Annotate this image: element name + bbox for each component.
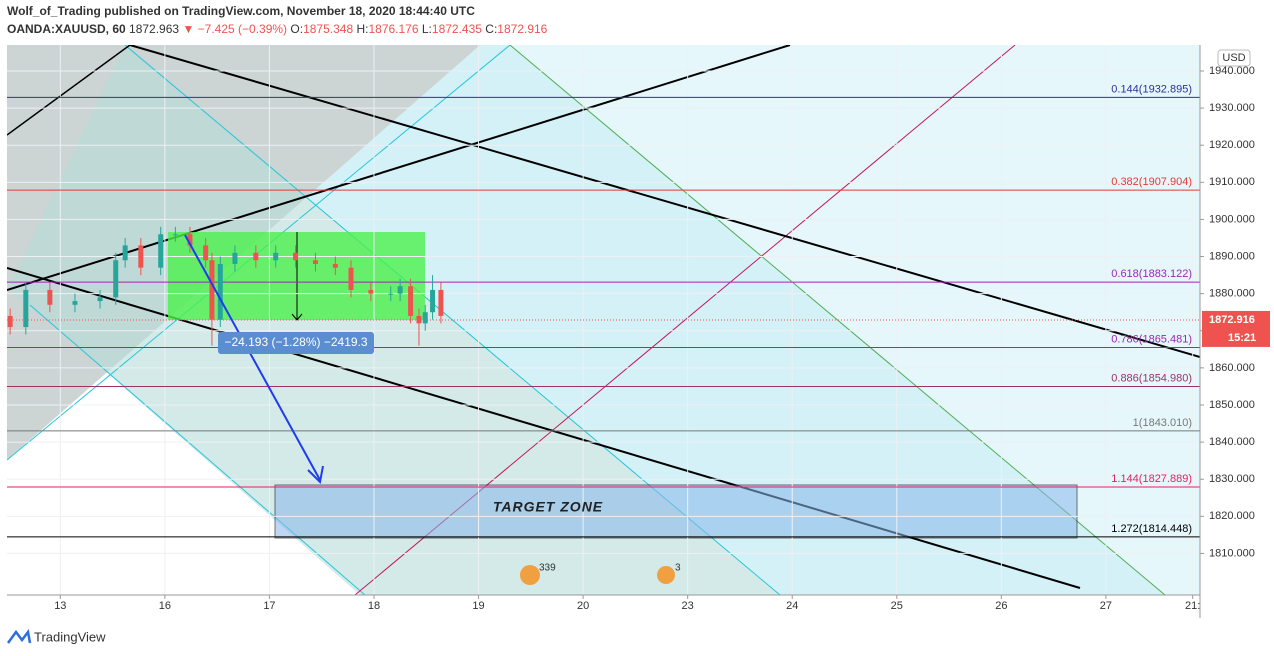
logo bbox=[6, 628, 32, 644]
measure-label: −24.193 (−1.28%) −2419.3 bbox=[224, 335, 367, 349]
fib-label: 0.144(1932.895) bbox=[1111, 83, 1192, 95]
y-tick-label: 1920.000 bbox=[1209, 139, 1255, 151]
trend-line bbox=[7, 45, 131, 136]
trend-line bbox=[29, 304, 366, 595]
countdown: 15:21 bbox=[1228, 332, 1256, 344]
candle-body bbox=[416, 315, 422, 324]
x-tick-label: 16 bbox=[159, 600, 171, 612]
event-count: 3 bbox=[675, 563, 681, 574]
x-tick-label: 17 bbox=[263, 600, 275, 612]
y-tick-label: 1830.000 bbox=[1209, 473, 1255, 485]
candle-body bbox=[217, 263, 223, 320]
y-tick-label: 1810.000 bbox=[1209, 547, 1255, 559]
measure-label-bg bbox=[218, 332, 374, 354]
currency-box bbox=[1217, 49, 1251, 67]
candle-body bbox=[209, 260, 215, 320]
candle-body bbox=[47, 289, 53, 305]
candle-body bbox=[388, 293, 394, 295]
candle-body bbox=[293, 252, 299, 261]
candle-body bbox=[312, 260, 318, 264]
candle-body bbox=[158, 234, 164, 268]
fib-label: 0.618(1883.122) bbox=[1111, 268, 1192, 280]
y-tick-label: 1880.000 bbox=[1209, 288, 1255, 300]
x-tick-label: 18 bbox=[368, 600, 380, 612]
fib-label: 0.886(1854.980) bbox=[1111, 372, 1192, 384]
arrow-head bbox=[307, 465, 324, 485]
fib-label: 0.786(1865.481) bbox=[1111, 333, 1192, 345]
candle-body bbox=[122, 245, 128, 261]
candle-body bbox=[253, 252, 259, 261]
candle-body bbox=[332, 263, 338, 268]
symbol-line: OANDA:XAUUSD, 60 1872.963 ▼ −7.425 (−0.3… bbox=[7, 22, 548, 36]
x-tick-label: 23 bbox=[682, 600, 694, 612]
y-tick-label: 1850.000 bbox=[1209, 399, 1255, 411]
fib-label: 1.144(1827.889) bbox=[1111, 473, 1192, 485]
candle-body bbox=[7, 315, 13, 328]
y-tick-label: 1910.000 bbox=[1209, 176, 1255, 188]
y-tick-label: 1930.000 bbox=[1209, 102, 1255, 114]
target-zone bbox=[274, 484, 1078, 539]
candle-body bbox=[273, 252, 279, 261]
x-tick-label: 26 bbox=[995, 600, 1007, 612]
trend-line bbox=[7, 45, 791, 291]
fib-label: 1.272(1814.448) bbox=[1111, 523, 1192, 535]
y-tick-label: 1900.000 bbox=[1209, 213, 1255, 225]
candle-body bbox=[430, 289, 436, 313]
candle-body bbox=[408, 286, 414, 316]
current-price: 1872.916 bbox=[1209, 314, 1255, 326]
y-tick-label: 1890.000 bbox=[1209, 250, 1255, 262]
y-tick-label: 1840.000 bbox=[1209, 436, 1255, 448]
candle-body bbox=[187, 234, 193, 246]
fib-label: 0.382(1907.904) bbox=[1111, 176, 1192, 188]
y-tick-label: 1860.000 bbox=[1209, 362, 1255, 374]
x-tick-label: 13 bbox=[54, 600, 66, 612]
x-tick-label: 19 bbox=[472, 600, 484, 612]
candle-body bbox=[97, 297, 103, 302]
arrow bbox=[184, 234, 321, 481]
candle-body bbox=[348, 267, 354, 290]
event-icon bbox=[657, 566, 675, 584]
x-tick-label: 21: bbox=[1185, 600, 1200, 612]
brand: TradingView bbox=[34, 629, 106, 644]
y-tick-label: 1940.000 bbox=[1209, 65, 1255, 77]
x-tick-label: 20 bbox=[577, 600, 589, 612]
measure-arrow bbox=[291, 313, 303, 321]
y-tick-label: 1820.000 bbox=[1209, 510, 1255, 522]
candle-body bbox=[72, 301, 78, 305]
currency: USD bbox=[1222, 52, 1245, 64]
candle-body bbox=[438, 289, 444, 316]
candle-body bbox=[138, 245, 144, 268]
zone-label: TARGET ZONE bbox=[493, 499, 603, 515]
event-icon bbox=[520, 565, 540, 585]
header: Wolf_of_Trading published on TradingView… bbox=[7, 4, 475, 18]
price-tag bbox=[1202, 310, 1270, 347]
candle-body bbox=[397, 286, 403, 294]
candle-body bbox=[368, 289, 374, 294]
x-tick-label: 27 bbox=[1100, 600, 1112, 612]
fib-label: 1(1843.010) bbox=[1133, 417, 1192, 429]
event-count: 339 bbox=[539, 563, 556, 574]
candle-body bbox=[422, 312, 428, 324]
candle-body bbox=[23, 289, 29, 328]
candle-body bbox=[203, 245, 209, 261]
x-tick-label: 25 bbox=[891, 600, 903, 612]
candle-body bbox=[172, 234, 178, 236]
x-tick-label: 24 bbox=[786, 600, 798, 612]
candle-body bbox=[232, 252, 238, 264]
candle-body bbox=[113, 260, 119, 298]
